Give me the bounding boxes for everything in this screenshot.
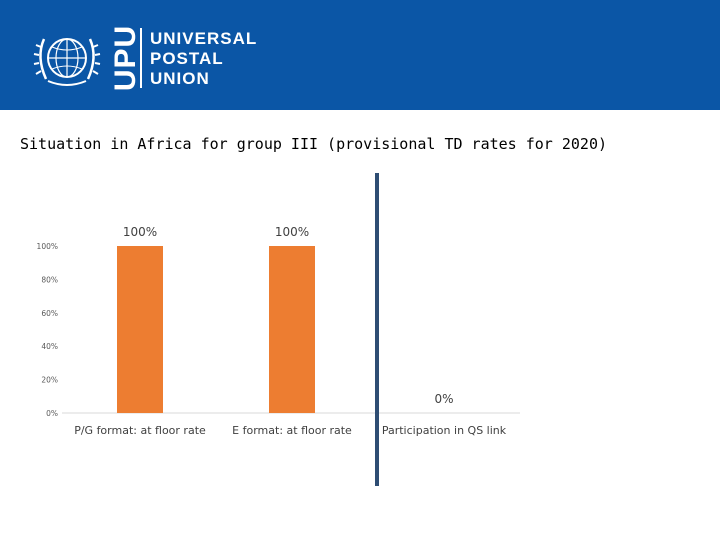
header-banner: UPU UNIVERSAL POSTAL UNION xyxy=(0,0,720,110)
logo-line: UNION xyxy=(150,69,210,88)
upu-emblem-icon xyxy=(33,38,101,86)
data-label: 100% xyxy=(123,225,157,239)
y-tick-label: 60% xyxy=(41,309,58,318)
category-label: P/G format: at floor rate xyxy=(74,424,206,437)
bars xyxy=(117,246,315,413)
y-tick-label: 40% xyxy=(41,342,58,351)
data-label: 100% xyxy=(275,225,309,239)
logo-divider xyxy=(140,28,142,88)
chart-title: Situation in Africa for group III (provi… xyxy=(20,135,607,153)
bar xyxy=(117,246,163,413)
data-labels: 100% 100% 0% xyxy=(123,225,454,406)
data-label: 0% xyxy=(434,392,453,406)
logo-wordmark: UNIVERSAL POSTAL UNION xyxy=(150,29,257,89)
category-label: E format: at floor rate xyxy=(232,424,352,437)
category-label: Participation in QS link xyxy=(382,424,507,437)
logo-line: POSTAL xyxy=(150,49,224,68)
y-tick-label: 20% xyxy=(41,376,58,385)
category-labels: P/G format: at floor rate E format: at fl… xyxy=(74,424,507,437)
y-axis-ticks: 0% 20% 40% 60% 80% 100% xyxy=(37,242,58,418)
y-tick-label: 80% xyxy=(41,275,58,284)
bar xyxy=(269,246,315,413)
logo-line: UNIVERSAL xyxy=(150,29,258,48)
y-tick-label: 100% xyxy=(37,242,58,251)
y-tick-label: 0% xyxy=(46,409,58,418)
